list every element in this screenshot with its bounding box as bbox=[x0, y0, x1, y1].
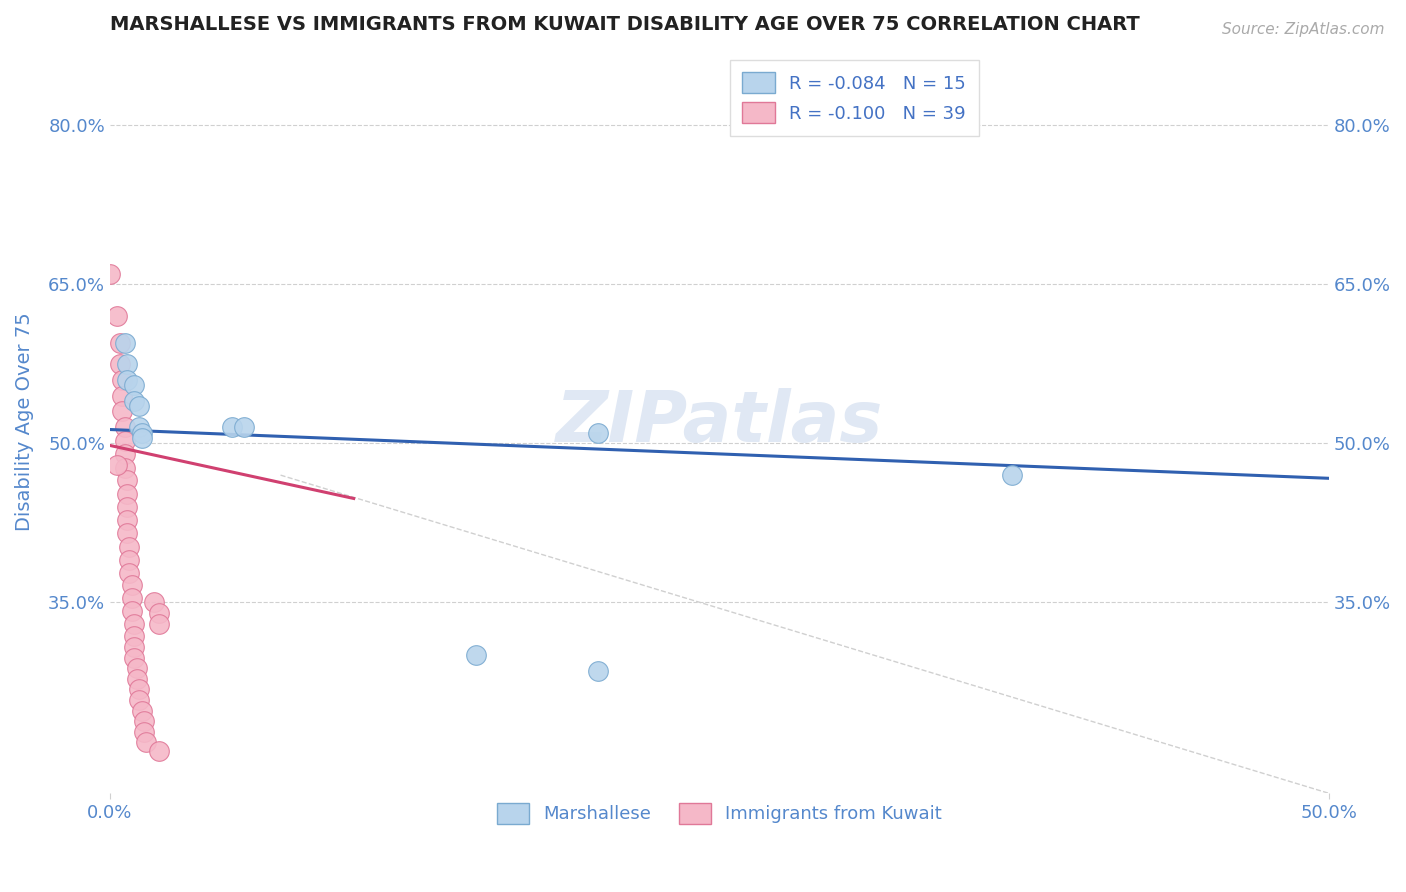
Point bbox=[122, 640, 145, 654]
Point bbox=[131, 425, 153, 440]
Point bbox=[115, 526, 138, 541]
Point bbox=[115, 513, 138, 527]
Point bbox=[98, 267, 121, 281]
Point bbox=[128, 399, 150, 413]
Point bbox=[464, 648, 486, 663]
Point bbox=[135, 735, 157, 749]
Point bbox=[115, 474, 138, 488]
Point bbox=[121, 604, 143, 618]
Point bbox=[114, 420, 136, 434]
Text: Source: ZipAtlas.com: Source: ZipAtlas.com bbox=[1222, 22, 1385, 37]
Text: ZIPatlas: ZIPatlas bbox=[555, 388, 883, 457]
Point bbox=[111, 404, 134, 418]
Point bbox=[142, 595, 165, 609]
Point bbox=[122, 650, 145, 665]
Point bbox=[122, 616, 145, 631]
Point bbox=[108, 357, 131, 371]
Point bbox=[586, 665, 609, 679]
Point bbox=[132, 724, 155, 739]
Point bbox=[105, 458, 128, 472]
Point bbox=[148, 616, 170, 631]
Point bbox=[111, 373, 134, 387]
Point bbox=[105, 309, 128, 323]
Point bbox=[121, 591, 143, 606]
Point bbox=[221, 420, 243, 434]
Point bbox=[118, 553, 141, 567]
Point bbox=[128, 420, 150, 434]
Y-axis label: Disability Age Over 75: Disability Age Over 75 bbox=[15, 313, 34, 532]
Point bbox=[114, 434, 136, 449]
Point bbox=[148, 606, 170, 620]
Point bbox=[131, 431, 153, 445]
Point bbox=[114, 335, 136, 350]
Point bbox=[114, 460, 136, 475]
Point bbox=[132, 714, 155, 729]
Point bbox=[108, 335, 131, 350]
Point bbox=[122, 629, 145, 643]
Point bbox=[118, 541, 141, 555]
Point bbox=[115, 487, 138, 501]
Point bbox=[111, 388, 134, 402]
Point bbox=[233, 420, 256, 434]
Point bbox=[115, 500, 138, 514]
Point bbox=[586, 425, 609, 440]
Point bbox=[118, 566, 141, 580]
Point bbox=[121, 578, 143, 592]
Point bbox=[128, 693, 150, 707]
Point bbox=[122, 393, 145, 408]
Point bbox=[125, 672, 148, 686]
Point bbox=[115, 357, 138, 371]
Point bbox=[128, 682, 150, 697]
Point bbox=[115, 373, 138, 387]
Point bbox=[148, 744, 170, 758]
Point bbox=[131, 704, 153, 718]
Point bbox=[114, 447, 136, 461]
Point bbox=[122, 378, 145, 392]
Legend: Marshallese, Immigrants from Kuwait: Marshallese, Immigrants from Kuwait bbox=[484, 790, 955, 837]
Point bbox=[1001, 468, 1024, 483]
Point bbox=[125, 661, 148, 675]
Text: MARSHALLESE VS IMMIGRANTS FROM KUWAIT DISABILITY AGE OVER 75 CORRELATION CHART: MARSHALLESE VS IMMIGRANTS FROM KUWAIT DI… bbox=[110, 15, 1140, 34]
